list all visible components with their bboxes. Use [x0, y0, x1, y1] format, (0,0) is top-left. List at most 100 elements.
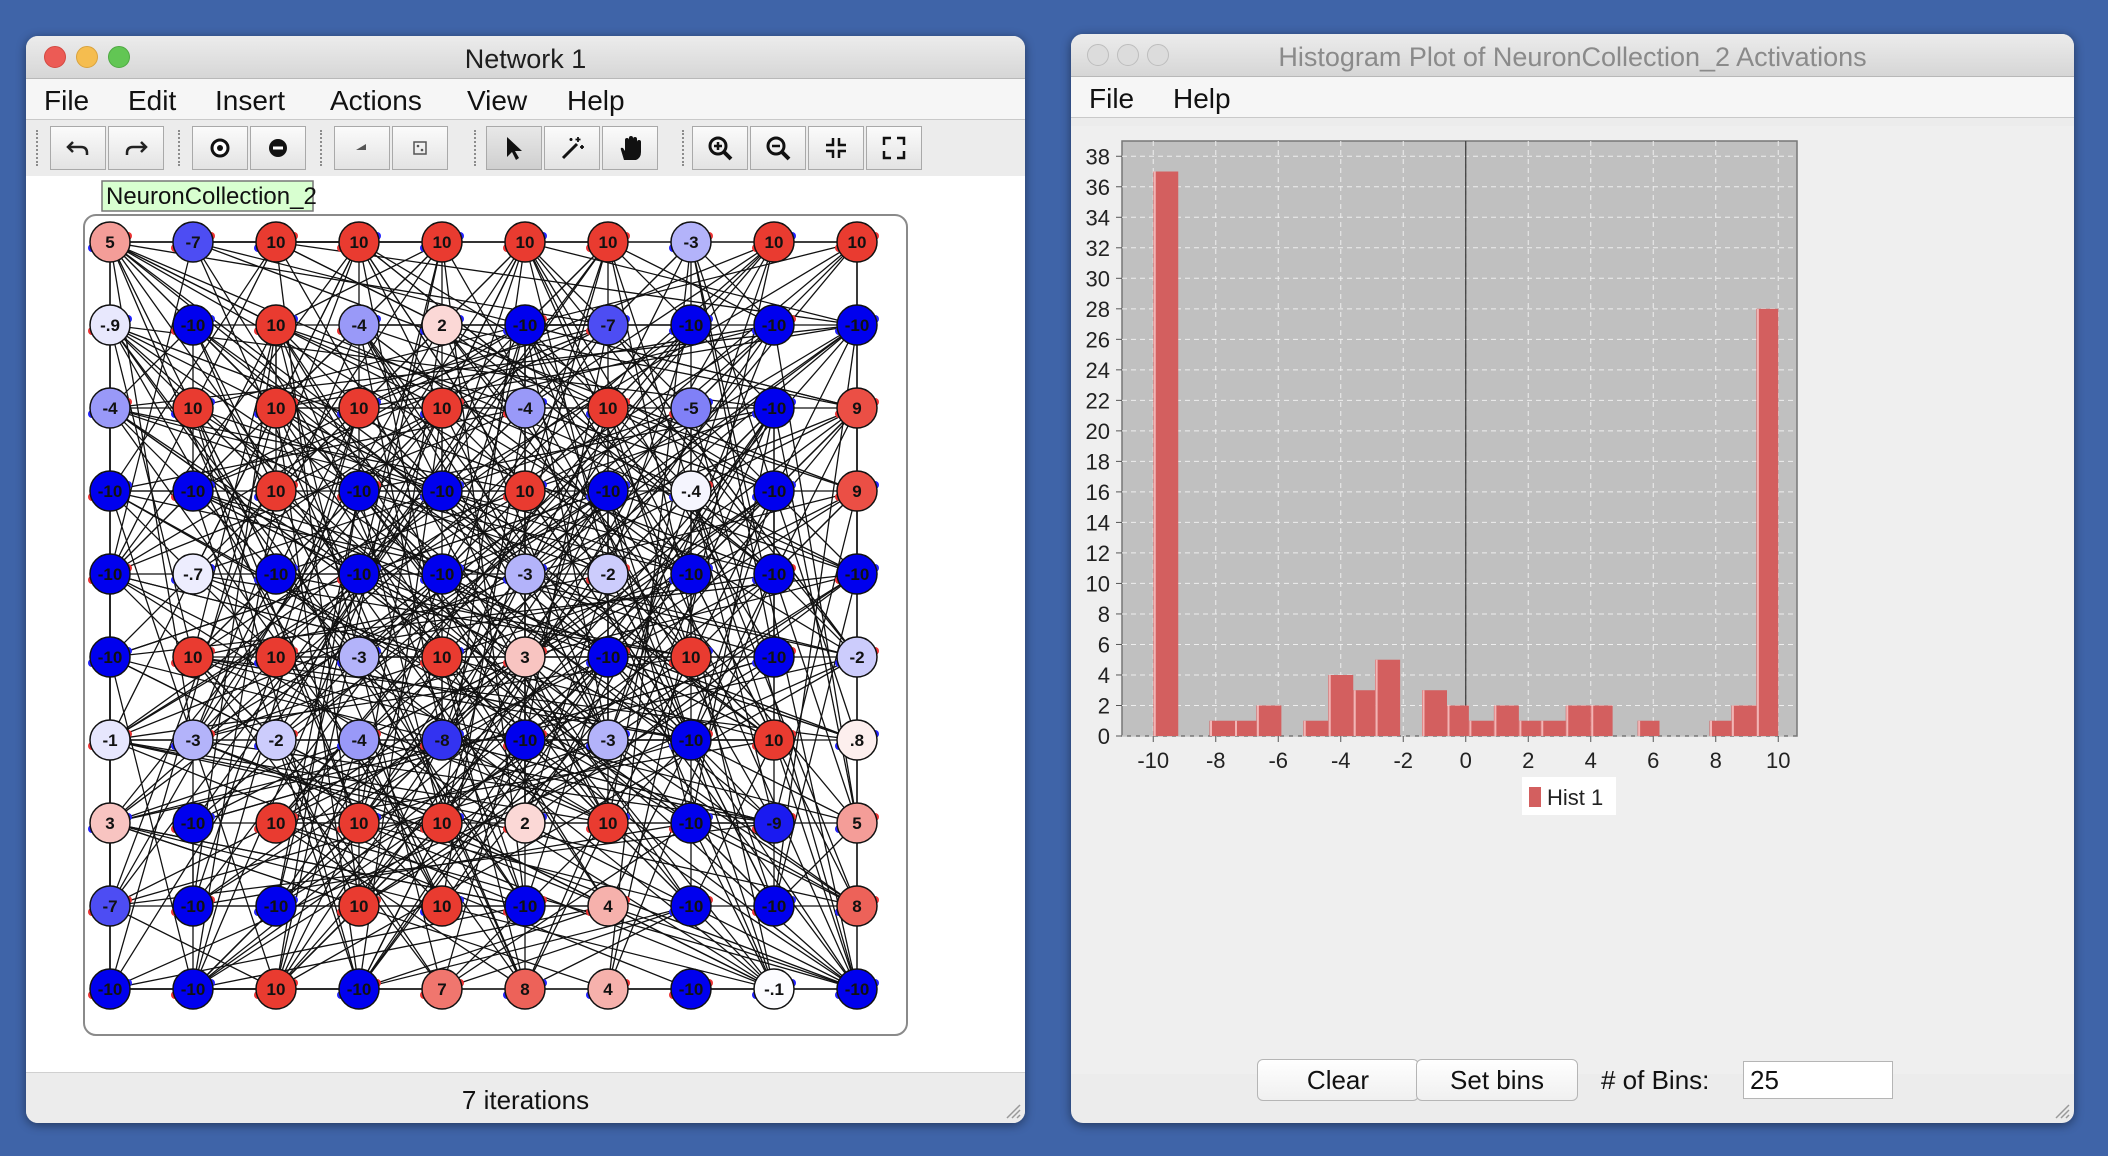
pan-tool-button[interactable]	[602, 126, 658, 170]
zoom-in-button[interactable]	[692, 126, 748, 170]
neuron[interactable]: -5	[669, 387, 713, 429]
neuron[interactable]: 10	[337, 885, 381, 927]
neuron[interactable]: 8	[835, 885, 879, 927]
neuron[interactable]: -4	[503, 387, 547, 429]
histogram-bar[interactable]	[1375, 659, 1401, 736]
neuron[interactable]: -10	[171, 304, 215, 346]
delete-neuron-button[interactable]	[250, 126, 306, 170]
neuron[interactable]: 4	[586, 968, 630, 1010]
neuron[interactable]: 10	[254, 470, 298, 512]
neuron-body[interactable]	[255, 553, 297, 595]
minimize-button[interactable]	[1117, 44, 1139, 66]
histogram-bar[interactable]	[1731, 705, 1757, 736]
neuron[interactable]: -4	[88, 387, 132, 429]
neuron[interactable]: -10	[420, 553, 464, 595]
neuron-body[interactable]	[670, 470, 712, 512]
neuron[interactable]: 2	[503, 802, 547, 844]
neuron[interactable]: 10	[669, 636, 713, 678]
neuron-body[interactable]	[836, 802, 878, 844]
neuron[interactable]: 9	[835, 470, 879, 512]
neuron[interactable]: 4	[586, 885, 630, 927]
neuron[interactable]: -10	[171, 885, 215, 927]
histogram-bar[interactable]	[1256, 705, 1282, 736]
neuron[interactable]: 10	[586, 802, 630, 844]
neuron-body[interactable]	[89, 304, 131, 346]
neuron-body[interactable]	[255, 221, 297, 263]
neuron[interactable]: 10	[254, 387, 298, 429]
neuron-body[interactable]	[338, 387, 380, 429]
neuron[interactable]: -10	[88, 968, 132, 1010]
bins-input[interactable]	[1743, 1061, 1893, 1099]
neuron-body[interactable]	[172, 304, 214, 346]
redo-button[interactable]	[108, 126, 164, 170]
neuron-body[interactable]	[338, 553, 380, 595]
neuron-body[interactable]	[89, 719, 131, 761]
neuron[interactable]: 10	[420, 636, 464, 678]
neuron-body[interactable]	[255, 885, 297, 927]
neuron-body[interactable]	[753, 553, 795, 595]
menu-view[interactable]: View	[467, 85, 528, 116]
neuron-body[interactable]	[89, 470, 131, 512]
histogram-bar[interactable]	[1422, 690, 1447, 736]
neuron-body[interactable]	[587, 470, 629, 512]
neuron[interactable]: 10	[586, 387, 630, 429]
neuron-body[interactable]	[670, 553, 712, 595]
neuron-body[interactable]	[172, 802, 214, 844]
neuron[interactable]: -7	[171, 221, 215, 263]
histogram-bar[interactable]	[1540, 720, 1566, 736]
neuron-body[interactable]	[504, 719, 546, 761]
neuron-body[interactable]	[753, 470, 795, 512]
full-screen-button[interactable]	[866, 126, 922, 170]
neuron-body[interactable]	[421, 968, 463, 1010]
neuron[interactable]: -10	[503, 885, 547, 927]
neuron-body[interactable]	[255, 387, 297, 429]
neuron-body[interactable]	[670, 304, 712, 346]
zoom-button[interactable]	[1147, 44, 1169, 66]
neuron[interactable]: -10	[669, 304, 713, 346]
neuron-body[interactable]	[504, 387, 546, 429]
neuron-body[interactable]	[172, 885, 214, 927]
neuron-body[interactable]	[504, 470, 546, 512]
neuron[interactable]: -10	[171, 802, 215, 844]
zoom-out-button[interactable]	[750, 126, 806, 170]
neuron-body[interactable]	[421, 387, 463, 429]
neuron[interactable]: 10	[254, 636, 298, 678]
neuron-body[interactable]	[504, 553, 546, 595]
menu-help[interactable]: Help	[1173, 83, 1231, 114]
neuron-body[interactable]	[421, 221, 463, 263]
neuron-body[interactable]	[753, 304, 795, 346]
neuron-body[interactable]	[172, 470, 214, 512]
neuron-body[interactable]	[338, 719, 380, 761]
neuron-body[interactable]	[836, 387, 878, 429]
neuron[interactable]: -7	[586, 304, 630, 346]
neuron-body[interactable]	[753, 802, 795, 844]
neuron[interactable]: -10	[752, 553, 796, 595]
neuron[interactable]: -2	[835, 636, 879, 678]
neuron-body[interactable]	[89, 387, 131, 429]
histogram-bar[interactable]	[1590, 705, 1613, 736]
neuron-body[interactable]	[587, 387, 629, 429]
network-canvas[interactable]: NeuronCollection_2 5 -7 10 10 10 10 10 -3 10 10 -.9…	[26, 176, 1025, 1072]
set-bins-button[interactable]: Set bins	[1416, 1059, 1578, 1101]
neuron-body[interactable]	[172, 387, 214, 429]
neuron-body[interactable]	[338, 802, 380, 844]
neuron-body[interactable]	[670, 885, 712, 927]
neuron[interactable]: -10	[752, 636, 796, 678]
neuron-body[interactable]	[421, 553, 463, 595]
neuron[interactable]: -.9	[88, 304, 132, 346]
neuron[interactable]: -8	[420, 719, 464, 761]
neuron[interactable]: -10	[835, 968, 879, 1010]
neuron[interactable]: -.1	[752, 968, 796, 1010]
minimize-button[interactable]	[76, 46, 98, 68]
neuron-body[interactable]	[504, 968, 546, 1010]
neuron-body[interactable]	[670, 968, 712, 1010]
neuron[interactable]: -7	[88, 885, 132, 927]
neuron[interactable]: 10	[171, 636, 215, 678]
neuron[interactable]: -10	[669, 968, 713, 1010]
neuron-body[interactable]	[338, 968, 380, 1010]
neuron[interactable]: 2	[420, 304, 464, 346]
neuron[interactable]: 10	[337, 387, 381, 429]
neuron[interactable]: .8	[835, 719, 879, 761]
add-neuron-button[interactable]	[192, 126, 248, 170]
network-titlebar[interactable]: Network 1	[26, 36, 1025, 79]
